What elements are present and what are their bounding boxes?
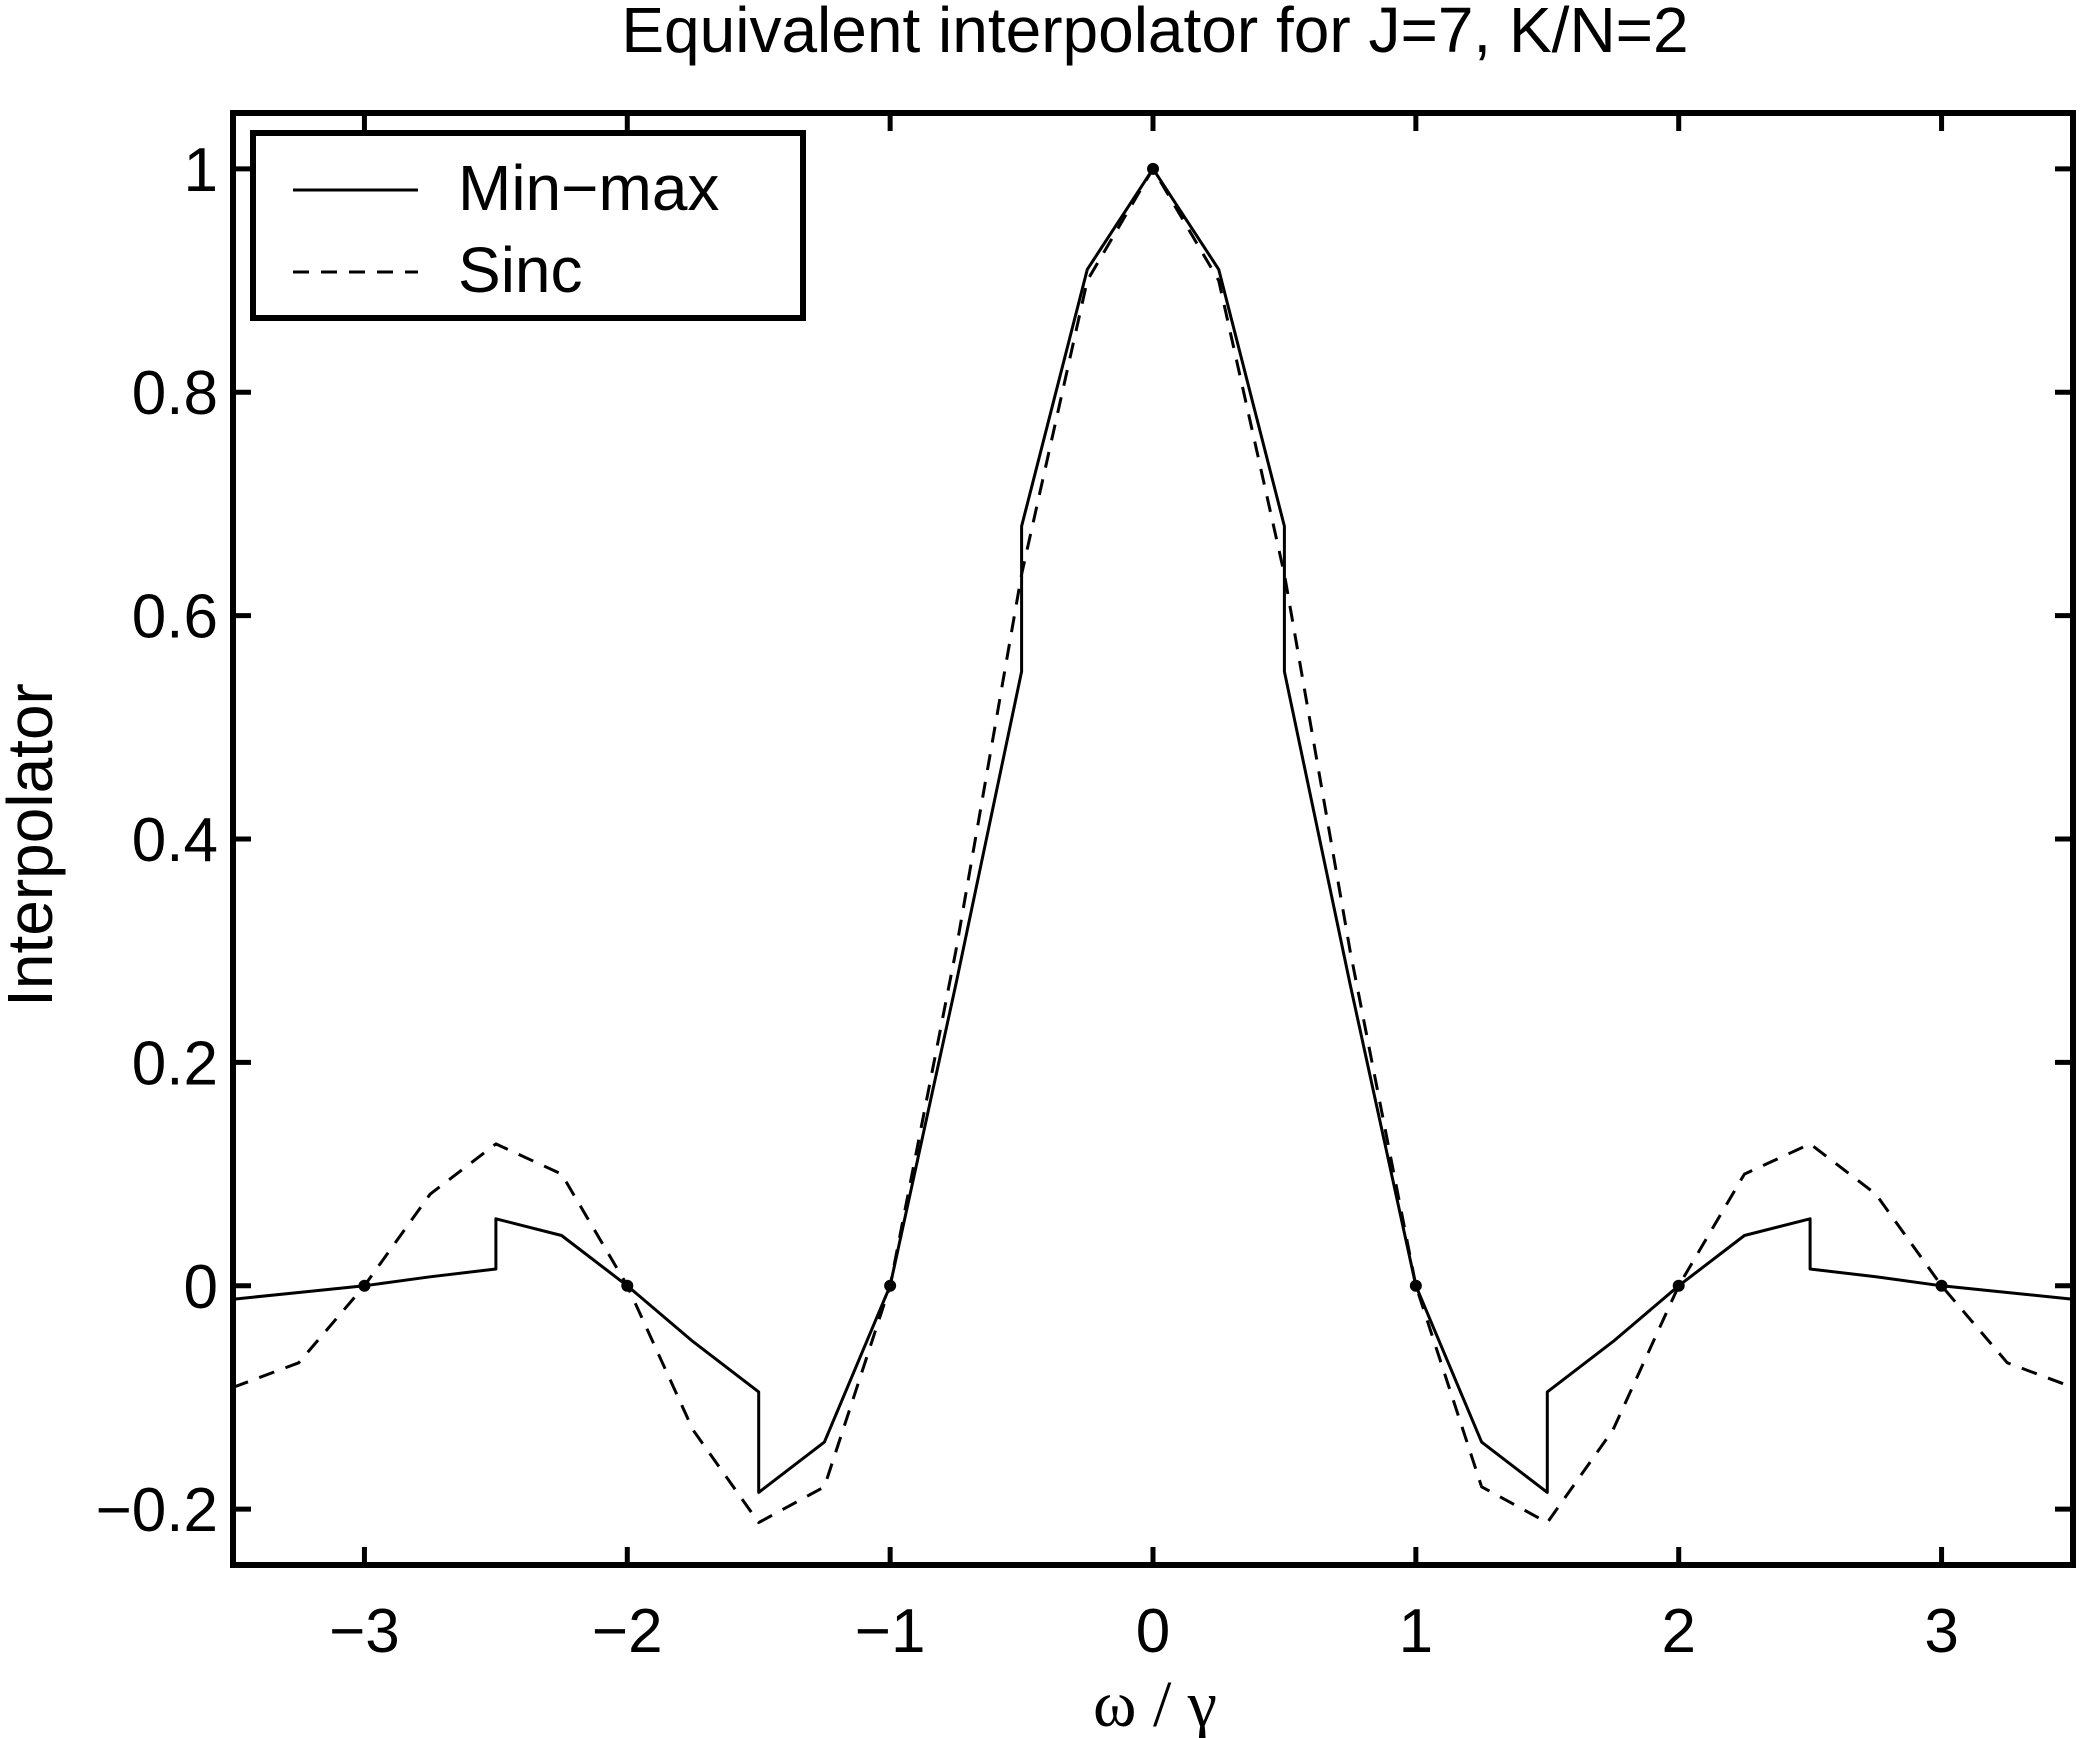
plot-frame — [230, 110, 2076, 1568]
series-layer — [232, 167, 2074, 1525]
data-point-marker — [884, 1279, 897, 1292]
data-point-marker — [1409, 1279, 1422, 1292]
x-tick-label: 2 — [1661, 1597, 1695, 1666]
x-axis-ticks: −3 −2 −1 0 1 2 3 — [329, 113, 1959, 1666]
data-point-marker — [358, 1279, 371, 1292]
y-tick-label: −0.2 — [96, 1476, 218, 1545]
legend-label-sinc: Sinc — [458, 234, 583, 306]
x-tick-label: 3 — [1924, 1597, 1958, 1666]
plot-border — [230, 110, 2076, 1568]
x-tick-label: −2 — [592, 1597, 663, 1666]
x-tick-label: 0 — [1136, 1597, 1170, 1666]
data-point-marker — [1147, 162, 1159, 175]
x-tick-label: −1 — [855, 1597, 926, 1666]
legend-label-min-max: Min−max — [458, 152, 719, 224]
x-tick-label: 1 — [1399, 1597, 1433, 1666]
y-axis-label: Interpolator — [0, 683, 66, 1007]
data-point-marker — [1672, 1279, 1685, 1292]
series-line-sinc — [232, 167, 2074, 1525]
y-tick-label: 0 — [184, 1253, 218, 1322]
x-axis-label: ω / γ — [1093, 1668, 1217, 1738]
y-axis-ticks: −0.2 0 0.2 0.4 0.6 0.8 1 — [96, 136, 2073, 1545]
legend: Min−max Sinc — [250, 130, 806, 321]
data-point-marker — [621, 1279, 634, 1292]
y-tick-label: 0.8 — [132, 359, 218, 428]
legend-box — [250, 130, 806, 321]
y-tick-label: 0.4 — [132, 806, 218, 875]
y-tick-label: 0.6 — [132, 583, 218, 652]
series-line-min-max — [232, 167, 2074, 1494]
data-point-marker — [1935, 1279, 1948, 1292]
x-tick-label: −3 — [329, 1597, 400, 1666]
y-tick-label: 0.2 — [132, 1029, 218, 1098]
chart-title: Equivalent interpolator for J=7, K/N=2 — [621, 0, 1688, 66]
y-tick-label: 1 — [184, 136, 218, 205]
marker-layer — [358, 162, 1948, 1292]
